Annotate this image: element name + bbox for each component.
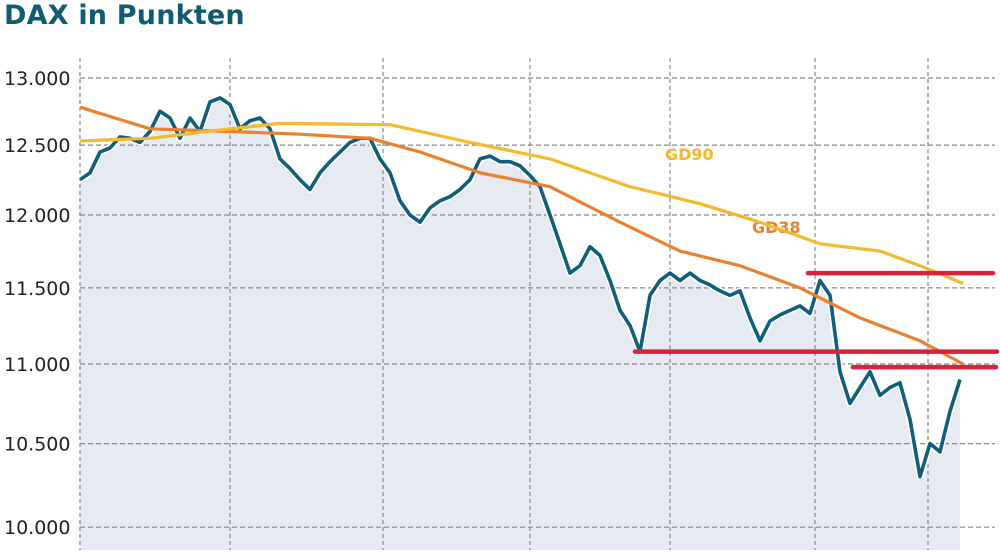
dax-area [80, 97, 960, 551]
chart-title: DAX in Punkten [4, 0, 245, 31]
gd38-line [79, 105, 964, 366]
y-tick-label: 10.500 [4, 434, 70, 456]
y-tick-label: 11.500 [4, 278, 70, 300]
y-tick-label: 10.000 [4, 517, 70, 539]
dax-line [78, 96, 962, 479]
y-tick-label: 12.500 [4, 135, 70, 157]
y-tick-label: 11.000 [4, 354, 70, 376]
gd90-label: GD90 [665, 145, 714, 164]
y-tick-label: 12.000 [4, 205, 70, 227]
gd90-line [79, 121, 964, 285]
y-tick-label: 13.000 [4, 68, 70, 90]
